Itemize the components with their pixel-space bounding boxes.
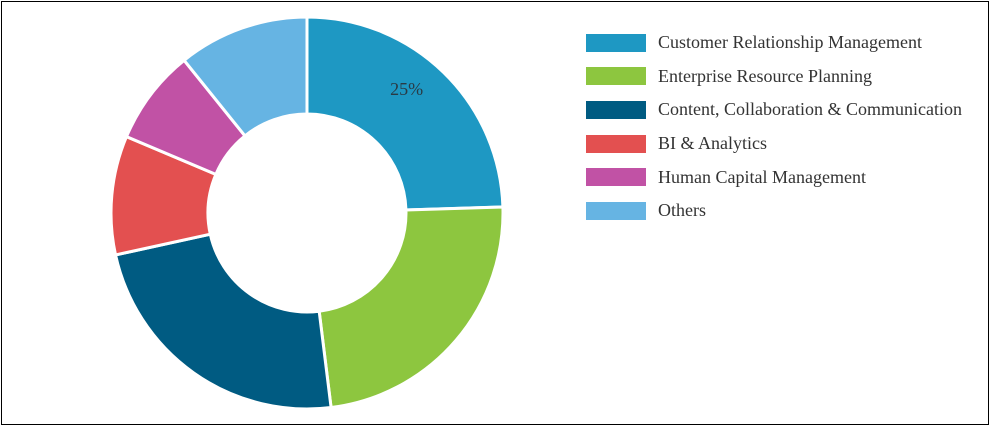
legend-item[interactable]: Others (586, 194, 986, 228)
legend-swatch (586, 134, 646, 153)
legend-label: Others (658, 200, 706, 221)
slice-data-label: 25% (390, 79, 423, 99)
chart-legend: Customer Relationship Management Enterpr… (586, 26, 986, 228)
legend-item[interactable]: Human Capital Management (586, 160, 986, 194)
legend-item[interactable]: BI & Analytics (586, 127, 986, 161)
legend-item[interactable]: Content, Collaboration & Communication (586, 93, 986, 127)
legend-item[interactable]: Enterprise Resource Planning (586, 60, 986, 94)
legend-swatch (586, 168, 646, 187)
donut-slice[interactable] (317, 205, 505, 410)
legend-label: Customer Relationship Management (658, 32, 922, 53)
legend-swatch (586, 33, 646, 52)
legend-label: Content, Collaboration & Communication (658, 99, 962, 120)
donut-chart: 25% (109, 15, 505, 411)
donut-slice[interactable] (113, 232, 333, 411)
legend-item[interactable]: Customer Relationship Management (586, 26, 986, 60)
legend-label: BI & Analytics (658, 133, 767, 154)
legend-label: Enterprise Resource Planning (658, 65, 872, 86)
legend-swatch (586, 201, 646, 220)
donut-slice[interactable] (182, 15, 309, 138)
legend-swatch (586, 100, 646, 119)
donut-slice[interactable] (305, 15, 505, 212)
legend-swatch (586, 67, 646, 86)
legend-label: Human Capital Management (658, 166, 866, 187)
